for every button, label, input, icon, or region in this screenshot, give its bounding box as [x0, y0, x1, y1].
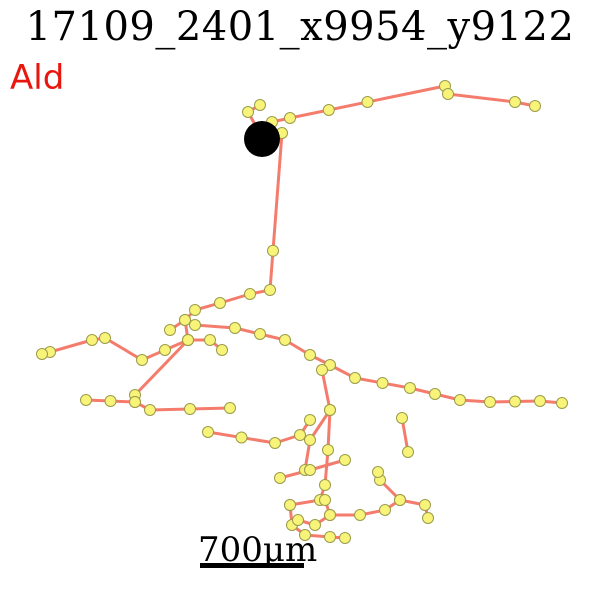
node-marker	[243, 107, 254, 118]
node-marker	[295, 430, 306, 441]
node-marker	[455, 395, 466, 406]
node-marker	[275, 473, 286, 484]
node-marker	[397, 413, 408, 424]
node-marker	[395, 495, 406, 506]
node-marker	[270, 438, 281, 449]
soma	[244, 121, 280, 157]
node-marker	[323, 105, 334, 116]
node-marker	[245, 289, 256, 300]
node-marker	[305, 435, 316, 446]
node-marker	[323, 445, 334, 456]
node-marker	[557, 398, 568, 409]
node-marker	[190, 320, 201, 331]
node-marker	[225, 403, 236, 414]
dendrite-branch	[262, 86, 535, 137]
node-marker	[420, 500, 431, 511]
node-marker	[305, 415, 316, 426]
node-marker	[320, 480, 331, 491]
node-marker	[305, 350, 316, 361]
node-marker	[310, 520, 321, 531]
node-marker	[255, 100, 266, 111]
node-marker	[265, 285, 276, 296]
node-marker	[37, 349, 48, 360]
node-marker	[485, 397, 496, 408]
node-marker	[255, 329, 266, 340]
node-marker	[340, 455, 351, 466]
node-marker	[183, 335, 194, 346]
node-marker	[185, 404, 196, 415]
node-marker	[217, 345, 228, 356]
node-marker	[293, 515, 304, 526]
dendrite-branch	[170, 133, 282, 330]
node-marker	[236, 432, 247, 443]
node-marker	[280, 335, 291, 346]
node-marker	[530, 101, 541, 112]
node-marker	[305, 465, 316, 476]
node-marker	[203, 427, 214, 438]
node-marker	[350, 373, 361, 384]
node-marker	[403, 447, 414, 458]
node-marker	[285, 500, 296, 511]
node-marker	[405, 383, 416, 394]
dendrite-branch	[208, 420, 310, 443]
node-marker	[268, 245, 279, 256]
node-marker	[205, 335, 216, 346]
node-marker	[377, 378, 388, 389]
scale-bar	[200, 563, 304, 568]
node-marker	[180, 315, 191, 326]
node-marker	[137, 355, 148, 366]
node-marker	[215, 298, 226, 309]
node-marker	[355, 510, 366, 521]
node-marker	[325, 532, 336, 543]
node-marker	[510, 396, 521, 407]
node-marker	[373, 467, 384, 478]
node-marker	[423, 513, 434, 524]
node-marker	[325, 405, 336, 416]
node-marker	[317, 365, 328, 376]
node-marker	[285, 113, 296, 124]
dendrite-branch	[195, 325, 562, 403]
node-marker	[87, 335, 98, 346]
node-marker	[443, 89, 454, 100]
node-marker	[190, 305, 201, 316]
node-marker	[340, 533, 351, 544]
node-marker	[535, 396, 546, 407]
node-marker	[145, 405, 156, 416]
node-marker	[230, 323, 241, 334]
dendrite-branch	[325, 500, 428, 518]
node-marker	[81, 395, 92, 406]
node-marker	[320, 495, 331, 506]
node-marker	[325, 510, 336, 521]
node-marker	[362, 97, 373, 108]
node-marker	[510, 97, 521, 108]
node-marker	[165, 325, 176, 336]
node-marker	[430, 389, 441, 400]
node-marker	[130, 397, 141, 408]
node-marker	[105, 396, 116, 407]
node-marker	[380, 505, 391, 516]
node-marker	[100, 333, 111, 344]
node-marker	[160, 345, 171, 356]
